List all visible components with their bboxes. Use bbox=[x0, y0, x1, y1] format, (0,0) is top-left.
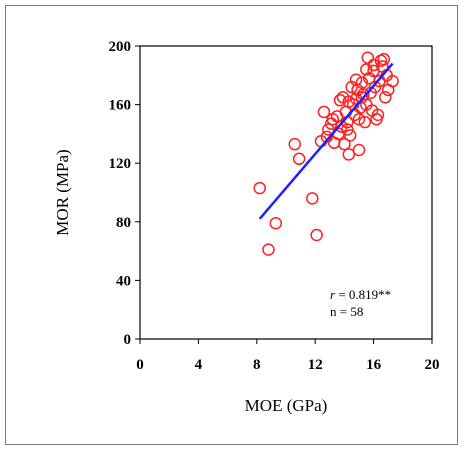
x-tick-label: 8 bbox=[253, 357, 261, 373]
data-point bbox=[306, 192, 319, 205]
r-symbol: r bbox=[330, 287, 336, 302]
r-value: = 0.819** bbox=[335, 287, 391, 302]
data-point bbox=[361, 51, 375, 64]
data-point bbox=[320, 130, 334, 144]
data-point bbox=[358, 115, 372, 129]
data-point bbox=[322, 123, 335, 136]
data-point bbox=[342, 148, 356, 161]
data-point bbox=[269, 217, 283, 230]
y-tick-label: 160 bbox=[109, 98, 132, 114]
data-point bbox=[343, 129, 357, 142]
data-point bbox=[355, 76, 369, 89]
data-point bbox=[345, 80, 358, 94]
data-point bbox=[253, 181, 266, 195]
plot-area bbox=[139, 45, 433, 340]
sample-size-annotation: n = 58 bbox=[330, 304, 363, 319]
data-point bbox=[341, 123, 354, 136]
data-point bbox=[262, 243, 275, 256]
data-point bbox=[377, 52, 391, 66]
data-point bbox=[379, 91, 392, 104]
data-point bbox=[355, 91, 369, 104]
data-point bbox=[292, 152, 306, 166]
data-point bbox=[349, 73, 363, 86]
y-tick-label: 120 bbox=[109, 156, 132, 172]
y-tick-label: 40 bbox=[116, 273, 131, 289]
y-axis-label: MOR (MPa) bbox=[53, 149, 72, 235]
data-point bbox=[360, 63, 373, 76]
data-point bbox=[288, 137, 302, 151]
x-tick-label: 4 bbox=[195, 357, 203, 373]
data-point bbox=[352, 143, 366, 157]
data-point bbox=[317, 105, 331, 119]
data-points bbox=[253, 51, 399, 256]
x-axis-label: MOE (GPa) bbox=[245, 396, 328, 415]
x-tick-label: 16 bbox=[366, 357, 382, 373]
data-point bbox=[367, 58, 380, 72]
data-point bbox=[338, 137, 351, 151]
data-point bbox=[386, 74, 399, 88]
data-point bbox=[310, 228, 323, 242]
y-tick-label: 200 bbox=[109, 39, 132, 55]
plot-border bbox=[139, 45, 433, 340]
y-tick-label: 80 bbox=[116, 215, 131, 231]
data-point bbox=[326, 113, 339, 126]
y-tick-label: 0 bbox=[124, 332, 132, 348]
correlation-annotation: r = 0.819** bbox=[330, 287, 391, 302]
x-tick-label: 20 bbox=[425, 357, 440, 373]
data-point bbox=[352, 113, 366, 126]
x-tick-label: 12 bbox=[308, 357, 323, 373]
data-point bbox=[333, 93, 347, 107]
x-tick-label: 0 bbox=[136, 357, 144, 373]
regression-line bbox=[258, 62, 394, 220]
data-point bbox=[371, 108, 385, 122]
